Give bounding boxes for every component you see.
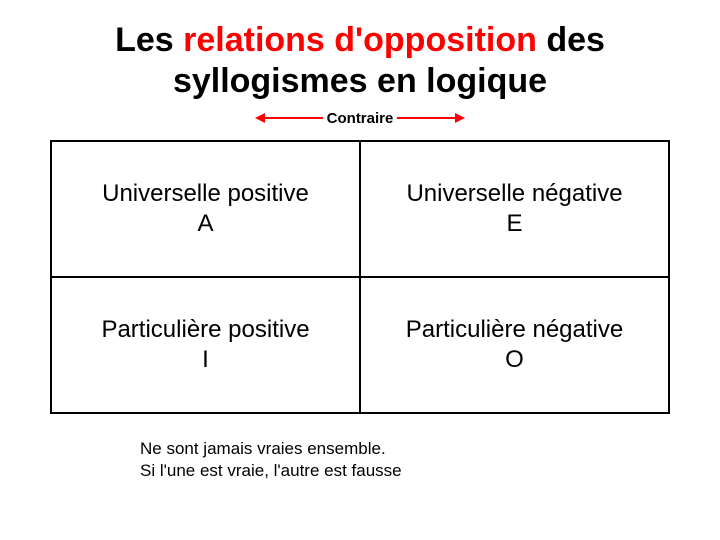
footnote-line1: Ne sont jamais vraies ensemble. — [140, 439, 386, 458]
footnote-line2: Si l'une est vraie, l'autre est fausse — [140, 461, 402, 480]
arrow-right-head-icon — [455, 113, 465, 123]
cell-e: Universelle négative E — [360, 141, 669, 277]
footnote: Ne sont jamais vraies ensemble. Si l'une… — [140, 438, 670, 482]
cell-a-line1: Universelle positive — [102, 180, 309, 207]
cell-o-line1: Particulière négative — [406, 316, 623, 343]
cell-e-line2: E — [506, 210, 522, 237]
slide-title: Les relations d'opposition des syllogism… — [50, 20, 670, 102]
arrow-label: Contraire — [323, 110, 398, 127]
cell-i-line1: Particulière positive — [101, 316, 309, 343]
arrow-right-line — [397, 117, 455, 119]
cell-o-line2: O — [505, 346, 524, 373]
cell-a: Universelle positive A — [51, 141, 360, 277]
title-part1: Les — [115, 21, 183, 59]
opposition-square: Universelle positive A Universelle négat… — [50, 140, 670, 414]
cell-i: Particulière positive I — [51, 277, 360, 413]
arrow-left-line — [265, 117, 323, 119]
cell-o: Particulière négative O — [360, 277, 669, 413]
title-highlight: relations d'opposition — [183, 21, 537, 59]
slide: Les relations d'opposition des syllogism… — [0, 0, 720, 540]
cell-a-line2: A — [197, 210, 213, 237]
contraire-arrow: Contraire — [50, 110, 670, 138]
cell-e-line1: Universelle négative — [406, 180, 622, 207]
cell-i-line2: I — [202, 346, 209, 373]
arrow-left-head-icon — [255, 113, 265, 123]
